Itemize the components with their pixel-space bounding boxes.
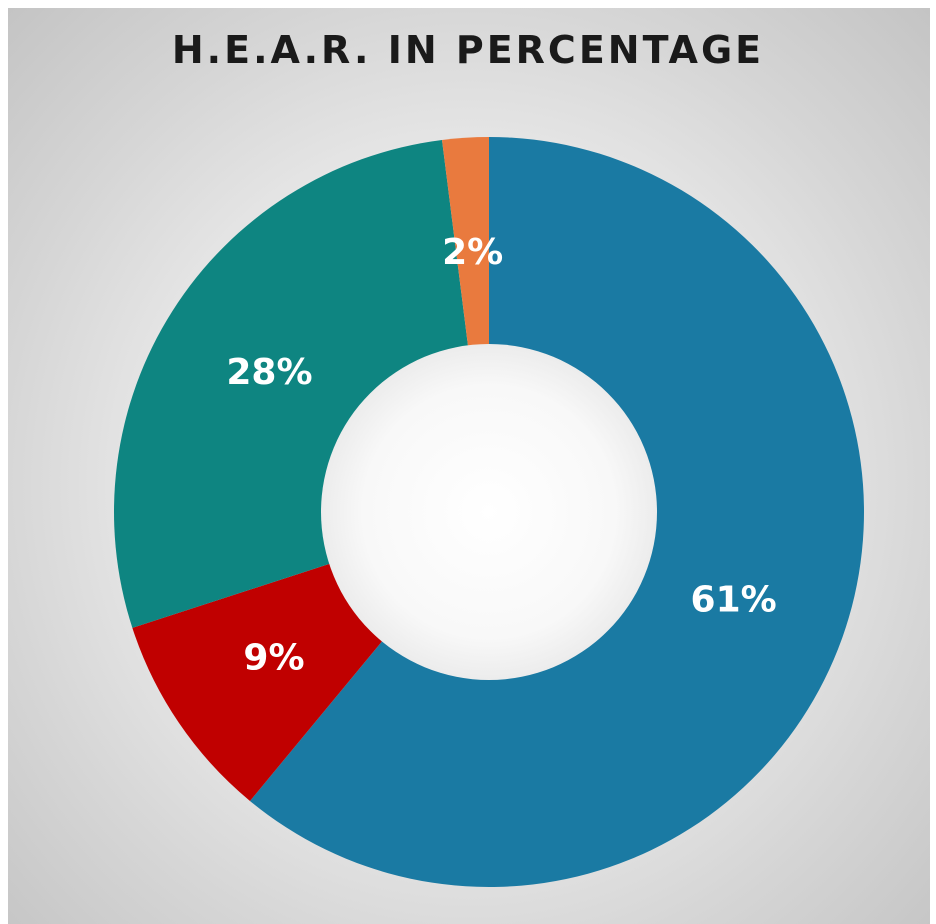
data-label-2pct: 2% bbox=[442, 232, 503, 273]
chart-title: H.E.A.R. IN PERCENTAGE bbox=[171, 28, 765, 72]
labels-layer: 61% 9% 28% 2% bbox=[226, 232, 776, 679]
data-label-61pct: 61% bbox=[691, 580, 777, 621]
data-label-28pct: 28% bbox=[226, 352, 312, 393]
data-label-9pct: 9% bbox=[243, 638, 304, 679]
donut-hole bbox=[321, 344, 657, 680]
